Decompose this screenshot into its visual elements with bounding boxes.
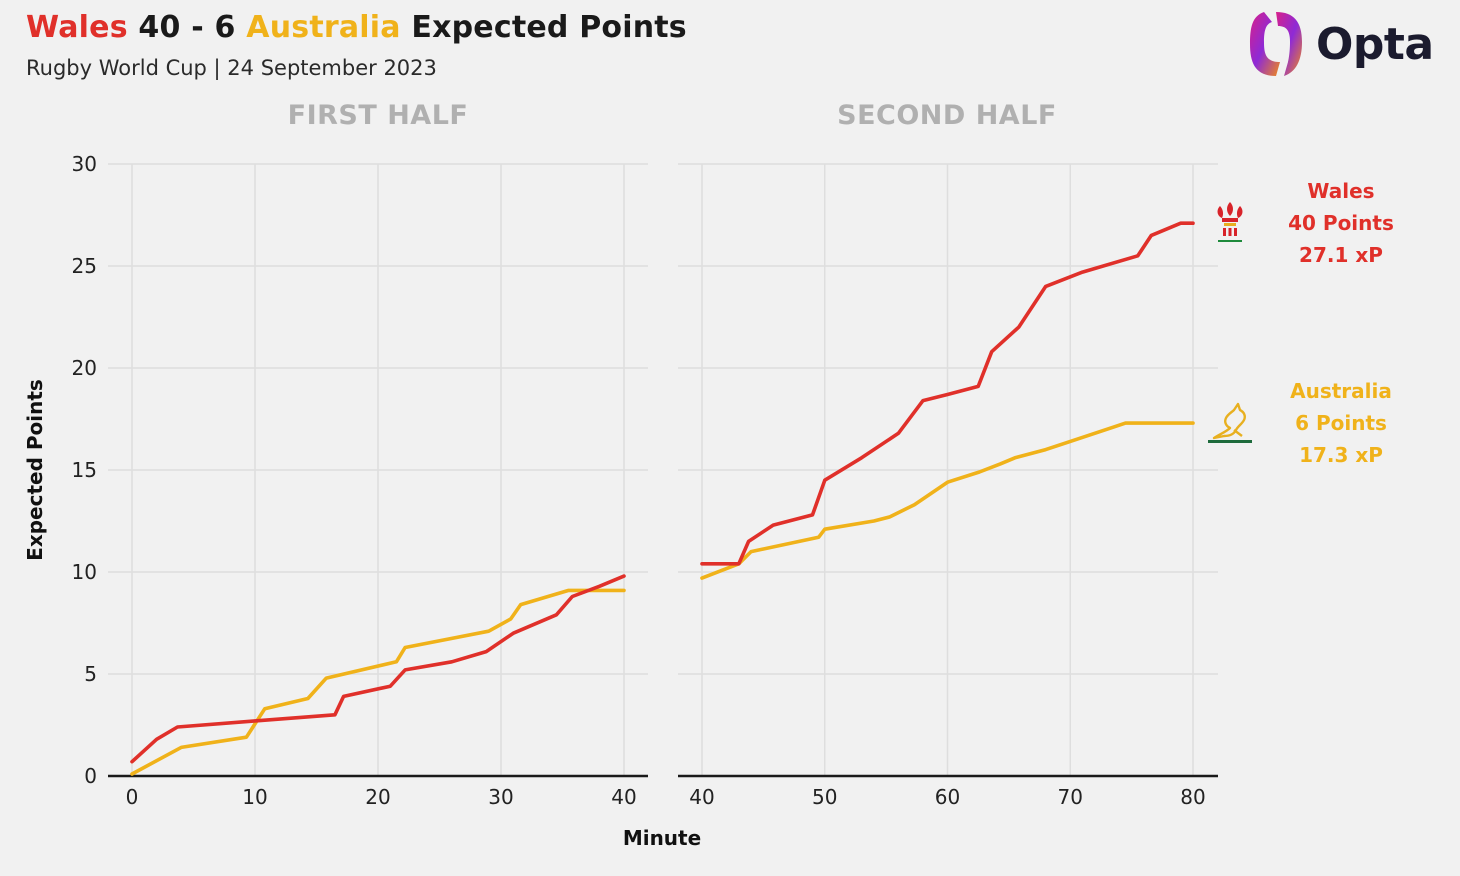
y-tick-label: 5 — [84, 662, 97, 686]
legend-wales-xp: 27.1 xP — [1299, 243, 1383, 267]
y-tick-label: 20 — [72, 356, 97, 380]
wallabies-kangaroo-icon — [1208, 402, 1252, 443]
opta-wordmark: Opta — [1316, 18, 1434, 70]
x-tick-label: 80 — [1180, 785, 1205, 809]
opta-mark-icon — [1250, 12, 1302, 76]
y-axis-title: Expected Points — [23, 379, 47, 561]
x-tick-label: 20 — [365, 785, 390, 809]
opta-logo: Opta — [1246, 8, 1434, 80]
title-suffix: Expected Points — [411, 10, 687, 45]
title-home-team: Wales — [26, 10, 128, 45]
x-axis-title: Minute — [623, 826, 701, 850]
panel-title-first-half: FIRST HALF — [287, 100, 469, 131]
title-away-team: Australia — [246, 10, 401, 45]
legend-wales-name: Wales — [1307, 179, 1375, 203]
legend-australia-name: Australia — [1290, 379, 1392, 403]
series-line-australia-second-half — [700, 421, 1195, 580]
title-separator: - — [191, 10, 204, 45]
y-tick-label: 15 — [72, 458, 97, 482]
y-tick-label: 10 — [72, 560, 97, 584]
x-tick-label: 10 — [242, 785, 267, 809]
x-tick-label: 40 — [689, 785, 714, 809]
legend-wales-points: 40 Points — [1288, 211, 1394, 235]
x-tick-label: 30 — [488, 785, 513, 809]
title-home-score: 40 — [138, 10, 181, 45]
series-layer — [130, 221, 1195, 776]
grid-layer — [108, 163, 1218, 776]
y-tick-label: 0 — [84, 764, 97, 788]
panel-title-second-half: SECOND HALF — [837, 100, 1057, 131]
x-tick-label: 0 — [126, 785, 139, 809]
legend-australia-xp: 17.3 xP — [1299, 443, 1383, 467]
x-tick-label: 40 — [611, 785, 636, 809]
y-tick-label: 25 — [72, 254, 97, 278]
title-away-score: 6 — [214, 10, 236, 45]
series-line-wales-first-half — [130, 574, 626, 764]
x-tick-label: 70 — [1058, 785, 1083, 809]
legend-wales: Wales 40 Points 27.1 xP — [1288, 175, 1394, 271]
series-line-wales-second-half — [700, 221, 1195, 566]
series-line-australia-first-half — [130, 588, 626, 776]
y-tick-label: 30 — [72, 152, 97, 176]
legend-australia: Australia 6 Points 17.3 xP — [1290, 375, 1392, 471]
x-tick-label: 50 — [812, 785, 837, 809]
x-tick-label: 60 — [935, 785, 960, 809]
legend-australia-points: 6 Points — [1295, 411, 1387, 435]
prince-of-wales-feathers-icon — [1217, 202, 1243, 242]
chart-title: Wales 40 - 6 Australia Expected Points — [26, 10, 687, 45]
axis-layer: 0 5 10 15 20 25 30 0 10 20 30 40 40 50 60 70 80 — [72, 152, 1218, 809]
chart-subtitle: Rugby World Cup | 24 September 2023 — [26, 56, 437, 80]
